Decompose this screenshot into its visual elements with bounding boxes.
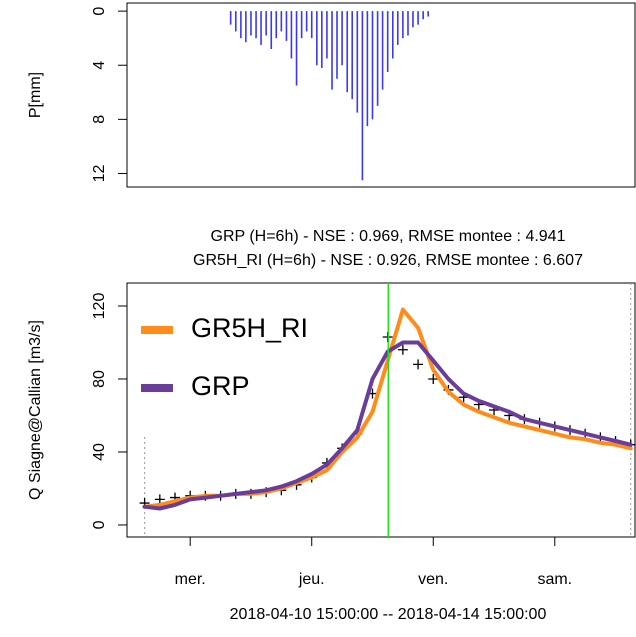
y-tick-label: 8 (91, 115, 108, 124)
x-tick-label: ven. (418, 571, 448, 588)
obs-point (413, 359, 424, 370)
annotation: GR5H_RI (H=6h) - NSE : 0.926, RMSE monte… (193, 252, 583, 269)
y-tick-label: 80 (91, 370, 108, 388)
x-tick-label: jeu. (298, 571, 325, 588)
y-tick-label: 0 (91, 7, 108, 16)
y-tick-label: 120 (91, 293, 108, 320)
y-axis-label: Q Siagne@Callian [m3/s] (27, 320, 44, 500)
annotation: GRP (H=6h) - NSE : 0.969, RMSE montee : … (211, 228, 566, 245)
legend-label: GRP (191, 371, 250, 401)
x-axis-label: 2018-04-10 15:00:00 -- 2018-04-14 15:00:… (230, 606, 547, 623)
plot-frame (126, 2, 636, 188)
y-axis-label: P[mm] (27, 72, 44, 118)
y-tick-label: 0 (91, 520, 108, 529)
obs-point (428, 373, 439, 384)
x-tick-label: sam. (537, 571, 572, 588)
obs-point (397, 344, 408, 355)
y-tick-label: 40 (91, 443, 108, 461)
legend-label: GR5H_RI (191, 313, 308, 343)
y-tick-label: 4 (91, 61, 108, 70)
x-tick-label: mer. (175, 571, 206, 588)
obs-point (154, 494, 165, 505)
y-tick-label: 12 (91, 164, 108, 182)
